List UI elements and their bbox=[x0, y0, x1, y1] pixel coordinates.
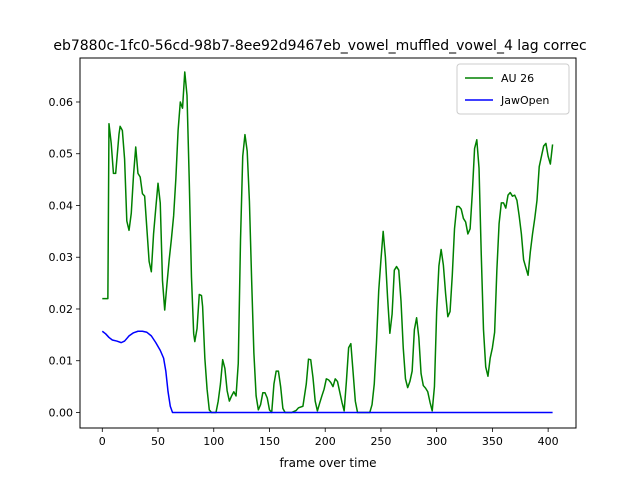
x-tick-label: 400 bbox=[538, 435, 559, 448]
x-axis: 0 50 100 150 200 250 300 350 400 bbox=[99, 428, 559, 448]
series-line-au-26 bbox=[102, 71, 554, 414]
legend: AU 26 JawOpen bbox=[456, 63, 570, 115]
x-tick-label: 0 bbox=[99, 435, 106, 448]
axes-frame bbox=[79, 57, 577, 429]
x-tick-label: 50 bbox=[151, 435, 165, 448]
y-tick-label: 0.04 bbox=[49, 199, 74, 212]
x-tick-label: 350 bbox=[482, 435, 503, 448]
legend-label: JawOpen bbox=[500, 94, 549, 107]
series-layer bbox=[101, 71, 554, 414]
series-line-jawopen bbox=[101, 330, 553, 414]
x-tick-label: 300 bbox=[426, 435, 447, 448]
x-axis-label: frame over time bbox=[279, 456, 376, 470]
y-tick-label: 0.03 bbox=[49, 251, 74, 264]
y-tick-label: 0.05 bbox=[49, 148, 74, 161]
y-tick-label: 0.00 bbox=[49, 406, 74, 419]
y-tick-label: 0.02 bbox=[49, 303, 74, 316]
x-tick-label: 100 bbox=[203, 435, 224, 448]
y-tick-label: 0.01 bbox=[49, 355, 74, 368]
legend-box bbox=[456, 63, 570, 115]
legend-label: AU 26 bbox=[501, 72, 534, 85]
x-tick-label: 150 bbox=[259, 435, 280, 448]
chart-title: eb7880c-1fc0-56cd-98b7-8ee92d9467eb_vowe… bbox=[53, 38, 586, 54]
y-tick-label: 0.06 bbox=[49, 96, 74, 109]
x-tick-label: 250 bbox=[370, 435, 391, 448]
x-tick-label: 200 bbox=[315, 435, 336, 448]
y-axis: 0.00 0.01 0.02 0.03 0.04 0.05 0.06 bbox=[49, 96, 80, 419]
